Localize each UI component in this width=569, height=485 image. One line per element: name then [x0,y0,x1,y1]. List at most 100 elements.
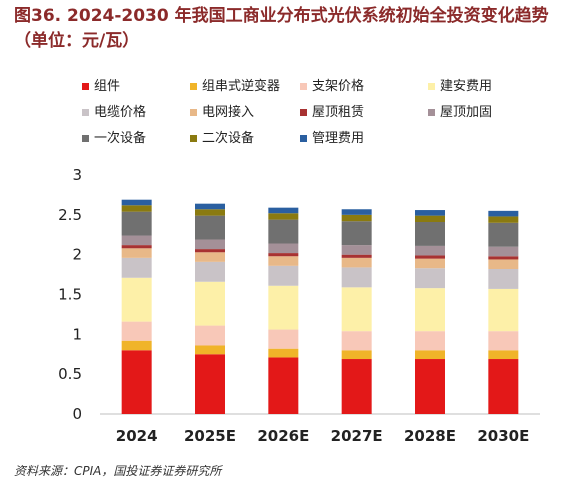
legend-swatch [82,135,89,142]
bar-stack [341,209,372,414]
legend-swatch [300,135,307,142]
x-tick-label: 2030E [477,427,529,445]
legend-swatch [82,83,89,90]
bar-segment [488,246,519,257]
legend-swatch [428,83,435,90]
x-tick-label: 2027E [331,427,383,445]
bar-segment [341,257,372,268]
bar-segment [415,215,445,223]
bar-segment [488,210,519,217]
bar-segment [341,350,372,360]
bar-segment [415,222,445,246]
bar-segment [121,248,152,258]
bar-segment [121,277,152,322]
y-tick-label: 3 [72,166,82,184]
legend-swatch [190,109,197,116]
y-tick-label: 2.5 [58,206,82,224]
bar-segment [268,357,299,414]
legend-label: 二次设备 [202,130,254,146]
x-tick-label: 2026E [257,427,309,445]
legend-swatch [190,83,197,90]
legend-label: 组串式逆变器 [202,78,280,94]
source-note: 资料来源：CPIA，国投证券证券研究所 [14,464,222,478]
bar-segment [121,235,152,246]
bar-segment [121,340,152,351]
y-tick-label: 1.5 [58,286,82,304]
bar-segment [121,205,152,212]
legend-label: 组件 [94,79,120,94]
bar-segment [341,214,372,222]
bar-segment [121,245,152,249]
x-axis: 2024 2025E 2026E 2027E 2028E 2030E [116,427,530,445]
legend-label: 屋顶租赁 [312,105,364,120]
bar-segment [268,219,299,244]
legend-swatch [428,109,435,116]
legend-swatch [300,109,307,116]
bar-segment [268,265,299,286]
bar-segment [415,268,445,289]
bar-segment [195,261,225,282]
bar-segment [415,350,445,360]
bar-segment [121,211,152,236]
bar-segment [195,252,225,262]
bar-stack [488,210,519,414]
bar-segment [415,245,445,256]
bar-segment [195,345,225,355]
bar-segment [121,321,152,341]
bar-segment [195,239,225,250]
legend-label: 屋顶加固 [440,105,492,120]
bar-segment [195,209,225,216]
bar-segment [268,256,299,266]
bar-segment [415,210,445,216]
bar-segment [195,281,225,326]
bar-segment [121,257,152,278]
bar-segment [195,203,225,210]
bar-segment [268,243,299,254]
bar-segment [488,288,519,332]
bar-stack [415,210,445,414]
bar-segment [268,253,299,257]
legend-swatch [190,135,197,142]
bar-segment [341,254,372,258]
bar-segment [268,348,299,358]
bar-segment [488,259,519,270]
bar-segment [195,249,225,253]
x-tick-label: 2025E [184,427,236,445]
x-tick-label: 2024 [116,427,158,445]
bar-segment [268,213,299,220]
bar-segment [268,285,299,330]
y-tick-label: 2 [72,246,82,264]
bar-segment [121,199,152,206]
bar-segment [415,258,445,269]
bar-segment [488,256,519,260]
bar-segment [195,354,225,414]
bar-segment [415,288,445,332]
legend-label: 建安费用 [440,79,492,94]
bar-segment [341,331,372,351]
y-tick-label: 0.5 [58,365,82,383]
bar-segment [195,215,225,240]
bar-segment [415,359,445,414]
bar-segment [268,207,299,214]
chart-title: 图36. 2024-2030 年我国工商业分布式光伏系统初始全投资变化趋势（单位… [14,6,549,51]
bar-segment [268,329,299,349]
bars [121,199,519,414]
bar-segment [488,269,519,289]
bar-segment [488,216,519,223]
bar-stack [195,203,225,414]
bar-segment [415,255,445,259]
legend-swatch [82,109,89,116]
bar-segment [341,287,372,332]
legend-label: 电缆价格 [94,104,146,120]
y-tick-label: 1 [72,325,82,343]
bar-segment [195,325,225,346]
legend-label: 一次设备 [94,130,146,146]
legend-label: 支架价格 [312,78,364,94]
bar-segment [341,209,372,215]
bar-segment [488,350,519,360]
bar-segment [488,222,519,247]
legend-swatch [300,83,307,90]
bar-segment [341,245,372,255]
legend-label: 电网接入 [202,104,254,120]
